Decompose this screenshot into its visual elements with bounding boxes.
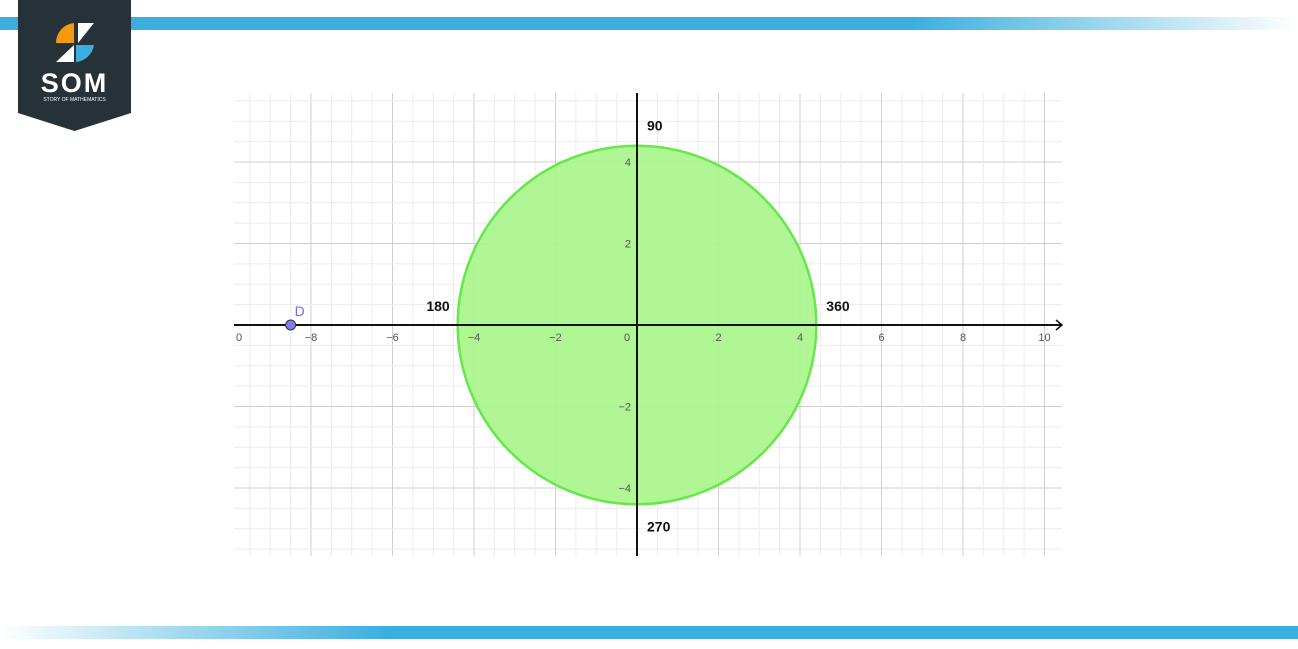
x-tick-label: 0 <box>624 332 630 344</box>
x-tick-label: −6 <box>386 332 399 344</box>
svg-text:SOM: SOM <box>41 68 109 98</box>
x-axis-arrow-icon <box>1055 319 1064 331</box>
x-tick-label: 4 <box>797 332 803 344</box>
angle-label-180: 180 <box>426 298 450 314</box>
x-tick-label: 6 <box>878 332 884 344</box>
x-left-label: 0 <box>236 332 242 344</box>
x-tick-label: −4 <box>468 332 481 344</box>
som-logo: SOM STORY OF MATHEMATICS <box>18 0 131 131</box>
svg-text:STORY OF MATHEMATICS: STORY OF MATHEMATICS <box>43 97 106 103</box>
x-tick-label: −8 <box>305 332 318 344</box>
tick-labels: −8 −6 −4 −2 0 2 4 6 8 10 4 2 −2 −4 <box>305 157 1051 495</box>
point-d-label: D <box>295 303 305 319</box>
x-tick-label: 2 <box>715 332 721 344</box>
bottom-banner-stripe <box>0 626 1298 639</box>
y-tick-label: −2 <box>618 402 631 414</box>
angle-label-270: 270 <box>647 518 671 534</box>
angle-label-90: 90 <box>647 118 663 134</box>
x-tick-label: 8 <box>960 332 966 344</box>
x-tick-label: −2 <box>549 332 562 344</box>
y-tick-label: −4 <box>618 483 631 495</box>
y-tick-label: 2 <box>625 239 631 251</box>
y-tick-label: 4 <box>625 157 631 169</box>
point-d[interactable] <box>285 319 297 331</box>
angle-label-360: 360 <box>826 298 850 314</box>
x-tick-label: 10 <box>1038 332 1050 344</box>
top-banner-stripe <box>0 17 1298 30</box>
